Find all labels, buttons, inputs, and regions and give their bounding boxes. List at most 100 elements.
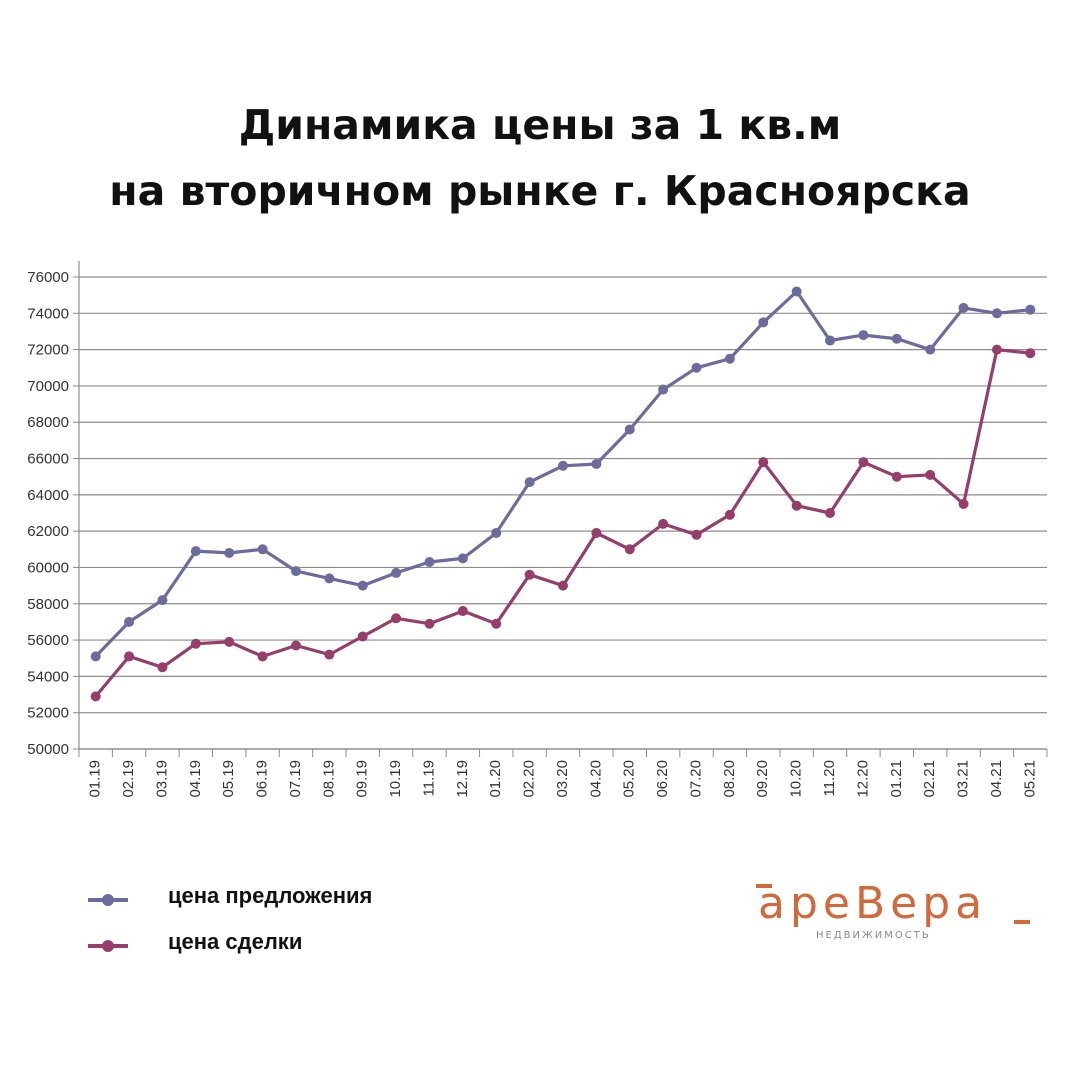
series-deal-price bbox=[90, 344, 1036, 702]
series-line-1 bbox=[94, 348, 1032, 699]
data-point-1-06.19 bbox=[257, 651, 268, 662]
x-tick-label-06.20: 06.20 bbox=[654, 760, 671, 798]
y-tick-label-60000: 60000 bbox=[27, 559, 69, 576]
legend-marker-deal-price bbox=[102, 940, 114, 952]
x-tick-label-08.19: 08.19 bbox=[320, 760, 337, 798]
y-tick-label-74000: 74000 bbox=[27, 305, 69, 322]
data-point-0-10.20 bbox=[791, 286, 802, 297]
data-point-0-04.20 bbox=[591, 458, 602, 469]
axes bbox=[73, 261, 1048, 757]
logo-subtitle: НЕДВИЖИМОСТЬ bbox=[816, 930, 931, 941]
x-tick-label-01.20: 01.20 bbox=[487, 760, 504, 798]
x-tick-label-05.19: 05.19 bbox=[220, 760, 237, 798]
data-point-1-08.19 bbox=[324, 649, 335, 660]
x-tick-label-08.20: 08.20 bbox=[721, 760, 738, 798]
x-tick-label-12.19: 12.19 bbox=[454, 760, 471, 798]
data-point-1-02.19 bbox=[124, 651, 135, 662]
x-tick-label-01.21: 01.21 bbox=[888, 760, 905, 798]
legend-label-deal-price: цена сделки bbox=[168, 929, 303, 954]
x-tick-label-04.20: 04.20 bbox=[587, 760, 604, 798]
data-point-0-05.21 bbox=[1025, 304, 1036, 315]
x-tick-label-05.21: 05.21 bbox=[1021, 760, 1038, 798]
data-point-0-04.19 bbox=[190, 546, 201, 557]
y-tick-label-64000: 64000 bbox=[27, 487, 69, 504]
data-point-1-10.20 bbox=[791, 500, 802, 511]
y-tick-label-54000: 54000 bbox=[27, 668, 69, 685]
logo-bar-left bbox=[756, 884, 772, 888]
x-tick-label-09.20: 09.20 bbox=[754, 760, 771, 798]
x-tick-label-02.21: 02.21 bbox=[921, 760, 938, 798]
x-tick-label-11.19: 11.19 bbox=[420, 760, 437, 796]
data-point-0-04.21 bbox=[991, 308, 1002, 319]
data-point-0-02.20 bbox=[524, 477, 535, 488]
data-point-1-01.19 bbox=[90, 691, 101, 702]
logo-bar-right bbox=[1014, 920, 1030, 924]
x-tick-label-06.19: 06.19 bbox=[254, 760, 271, 798]
chart-title-line-1: Динамика цены за 1 кв.м bbox=[238, 101, 842, 149]
grid-lines bbox=[79, 276, 1047, 750]
x-tick-label-07.20: 07.20 bbox=[687, 760, 704, 798]
y-tick-label-76000: 76000 bbox=[27, 269, 69, 286]
x-tick-label-01.19: 01.19 bbox=[87, 760, 104, 798]
y-tick-label-52000: 52000 bbox=[27, 705, 69, 722]
y-tick-label-70000: 70000 bbox=[27, 378, 69, 395]
legend-marker-offer-price bbox=[102, 894, 114, 906]
data-point-0-01.21 bbox=[891, 333, 902, 344]
data-point-0-09.19 bbox=[357, 580, 368, 591]
data-point-0-10.19 bbox=[391, 567, 402, 578]
data-point-1-12.19 bbox=[457, 606, 468, 617]
y-tick-label-68000: 68000 bbox=[27, 414, 69, 431]
data-point-1-11.19 bbox=[424, 618, 435, 629]
x-tick-label-07.19: 07.19 bbox=[287, 760, 304, 798]
data-point-0-07.20 bbox=[691, 362, 702, 373]
data-point-0-09.20 bbox=[758, 317, 769, 328]
data-point-0-03.19 bbox=[157, 595, 168, 606]
data-point-1-03.19 bbox=[157, 662, 168, 673]
data-point-0-06.20 bbox=[658, 384, 669, 395]
data-point-0-03.20 bbox=[558, 460, 568, 471]
data-point-1-05.20 bbox=[624, 544, 635, 555]
data-point-1-01.20 bbox=[491, 618, 502, 629]
x-axis-tick-labels: 01.19 02.19 03.19 04.19 05.19 06.19 07.19 08.19… bbox=[87, 760, 1039, 798]
data-point-1-02.20 bbox=[524, 569, 535, 580]
y-tick-label-62000: 62000 bbox=[27, 523, 69, 540]
x-tick-label-03.19: 03.19 bbox=[153, 760, 170, 798]
data-point-0-03.21 bbox=[958, 302, 969, 313]
data-point-0-05.20 bbox=[624, 424, 635, 435]
y-tick-label-58000: 58000 bbox=[27, 596, 69, 613]
x-tick-label-04.19: 04.19 bbox=[187, 760, 204, 798]
chart-title-line-2: на вторичном рынке г. Красноярска bbox=[109, 167, 971, 215]
data-point-1-09.20 bbox=[758, 457, 769, 468]
data-point-1-04.19 bbox=[190, 638, 201, 649]
data-point-0-08.19 bbox=[324, 573, 335, 584]
y-tick-label-50000: 50000 bbox=[27, 741, 69, 758]
data-point-1-04.21 bbox=[991, 344, 1002, 355]
data-point-1-04.20 bbox=[591, 527, 602, 538]
data-point-0-05.19 bbox=[224, 547, 235, 558]
data-point-1-09.19 bbox=[357, 631, 368, 642]
line-chart: 50000 52000 54000 56000 58000 60000 62000 64000… bbox=[27, 261, 1048, 798]
data-point-1-12.20 bbox=[858, 457, 869, 468]
data-point-1-05.21 bbox=[1025, 348, 1036, 359]
data-point-1-03.20 bbox=[558, 580, 568, 591]
data-point-1-03.21 bbox=[958, 498, 969, 509]
data-point-1-10.19 bbox=[391, 613, 402, 624]
company-logo: apeBepa НЕДВИЖИМОСТЬ bbox=[752, 878, 1042, 950]
data-point-0-06.19 bbox=[257, 544, 268, 555]
x-tick-label-02.19: 02.19 bbox=[120, 760, 137, 798]
data-point-1-02.21 bbox=[925, 469, 936, 480]
data-point-1-07.20 bbox=[691, 529, 702, 540]
x-tick-label-10.20: 10.20 bbox=[788, 760, 805, 798]
data-point-0-07.19 bbox=[290, 566, 301, 577]
x-tick-label-03.21: 03.21 bbox=[955, 760, 972, 798]
series-offer-price bbox=[90, 286, 1036, 662]
x-tick-label-04.21: 04.21 bbox=[988, 760, 1005, 798]
y-tick-label-72000: 72000 bbox=[27, 342, 69, 359]
data-point-1-11.20 bbox=[825, 508, 836, 518]
y-tick-label-66000: 66000 bbox=[27, 451, 69, 468]
data-point-1-08.20 bbox=[724, 509, 735, 520]
x-tick-label-12.20: 12.20 bbox=[854, 760, 871, 798]
data-point-1-05.19 bbox=[224, 636, 235, 647]
x-tick-label-11.20: 11.20 bbox=[821, 760, 838, 796]
y-axis-tick-labels: 50000 52000 54000 56000 58000 60000 62000 64000… bbox=[27, 269, 69, 758]
